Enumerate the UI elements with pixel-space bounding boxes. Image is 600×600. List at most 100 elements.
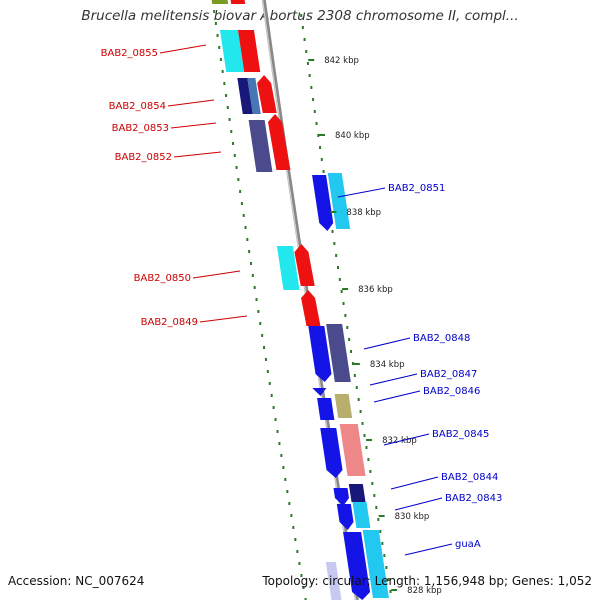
- gene-label[interactable]: guaA: [455, 539, 481, 550]
- gene-label[interactable]: BAB2_0855: [101, 48, 158, 59]
- minor-tick: [387, 578, 390, 581]
- gene-block: [308, 326, 332, 382]
- minor-tick: [237, 178, 240, 181]
- minor-tick: [214, 22, 217, 25]
- minor-tick: [312, 98, 315, 101]
- minor-tick: [381, 542, 384, 545]
- gene-label[interactable]: BAB2_0852: [115, 152, 172, 163]
- gene-block: [230, 0, 246, 4]
- minor-tick: [331, 230, 334, 233]
- minor-tick: [361, 422, 364, 425]
- label-connector: [363, 337, 411, 350]
- minor-tick: [232, 142, 235, 145]
- minor-tick: [286, 490, 289, 493]
- minor-tick: [377, 518, 380, 521]
- minor-tick: [373, 494, 376, 497]
- gene-label[interactable]: BAB2_0844: [441, 472, 498, 483]
- tick-label: 828 kbp: [407, 586, 442, 596]
- tick-label: 840 kbp: [335, 131, 370, 141]
- gene-label[interactable]: BAB2_0846: [423, 386, 480, 397]
- minor-tick: [244, 226, 247, 229]
- minor-tick: [363, 434, 366, 437]
- minor-tick: [274, 418, 277, 421]
- gene-block: [211, 0, 229, 4]
- major-tick: [330, 211, 337, 213]
- minor-tick: [369, 470, 372, 473]
- major-tick: [308, 59, 315, 61]
- gene-block: [317, 398, 335, 420]
- major-tick: [353, 363, 360, 365]
- minor-tick: [353, 374, 356, 377]
- minor-tick: [282, 466, 285, 469]
- major-tick: [319, 134, 326, 136]
- gene-label[interactable]: BAB2_0850: [134, 273, 191, 284]
- gene-block: [333, 488, 349, 506]
- label-connector: [373, 390, 421, 403]
- gene-block: [339, 424, 366, 476]
- minor-tick: [371, 482, 374, 485]
- tick-label: 838 kbp: [346, 208, 381, 218]
- gene-label[interactable]: BAB2_0848: [413, 333, 470, 344]
- minor-tick: [221, 70, 224, 73]
- gene-label[interactable]: BAB2_0847: [420, 369, 477, 380]
- tick-label: 834 kbp: [370, 360, 405, 370]
- minor-tick: [296, 550, 299, 553]
- minor-tick: [336, 266, 339, 269]
- minor-tick: [340, 290, 343, 293]
- minor-tick: [304, 598, 307, 600]
- gene-features: [211, 0, 389, 600]
- minor-tick: [298, 562, 301, 565]
- minor-tick: [278, 442, 281, 445]
- gene-label[interactable]: BAB2_0851: [388, 183, 445, 194]
- minor-tick: [268, 382, 271, 385]
- minor-tick: [379, 530, 382, 533]
- minor-tick: [276, 430, 279, 433]
- gene-block: [257, 75, 277, 113]
- gene-label[interactable]: BAB2_0854: [109, 101, 166, 112]
- label-connector: [369, 373, 418, 386]
- minor-tick: [310, 86, 313, 89]
- minor-tick: [346, 326, 349, 329]
- gene-block: [312, 388, 327, 396]
- minor-tick: [342, 302, 345, 305]
- minor-tick: [315, 122, 318, 125]
- minor-tick: [300, 14, 303, 17]
- gene-block: [343, 532, 371, 600]
- minor-tick: [288, 502, 291, 505]
- minor-tick: [333, 242, 336, 245]
- gene-block: [334, 394, 353, 418]
- gene-label[interactable]: BAB2_0853: [112, 123, 169, 134]
- minor-tick: [218, 46, 221, 49]
- minor-tick: [317, 134, 320, 137]
- minor-tick: [246, 238, 249, 241]
- gene-block: [312, 175, 334, 231]
- minor-tick: [255, 298, 258, 301]
- gene-block: [325, 562, 342, 600]
- minor-tick: [235, 166, 238, 169]
- gene-block: [320, 428, 343, 478]
- minor-tick: [266, 370, 269, 373]
- minor-tick: [213, 10, 216, 13]
- gene-block: [248, 120, 273, 172]
- minor-tick: [365, 446, 368, 449]
- minor-tick: [375, 506, 378, 509]
- minor-tick: [300, 574, 303, 577]
- minor-tick: [259, 322, 262, 325]
- gene-label[interactable]: BAB2_0849: [141, 317, 198, 328]
- gene-labels: BAB2_0855 BAB2_0854 BAB2_0853 BAB2_0852 BAB2…: [101, 44, 502, 556]
- minor-tick: [284, 478, 287, 481]
- minor-tick: [301, 26, 304, 29]
- gene-block: [247, 78, 261, 114]
- minor-tick: [257, 310, 260, 313]
- gene-label[interactable]: BAB2_0843: [445, 493, 502, 504]
- gene-label[interactable]: BAB2_0845: [432, 429, 489, 440]
- gene-block: [237, 30, 261, 72]
- major-tick: [366, 439, 373, 441]
- minor-tick: [306, 62, 309, 65]
- minor-tick: [253, 286, 256, 289]
- minor-tick: [280, 454, 283, 457]
- minor-tick: [226, 106, 229, 109]
- major-tick: [378, 515, 385, 517]
- minor-tick: [367, 458, 370, 461]
- topology-text: Topology: circular; Length: 1,156,948 bp…: [262, 574, 592, 588]
